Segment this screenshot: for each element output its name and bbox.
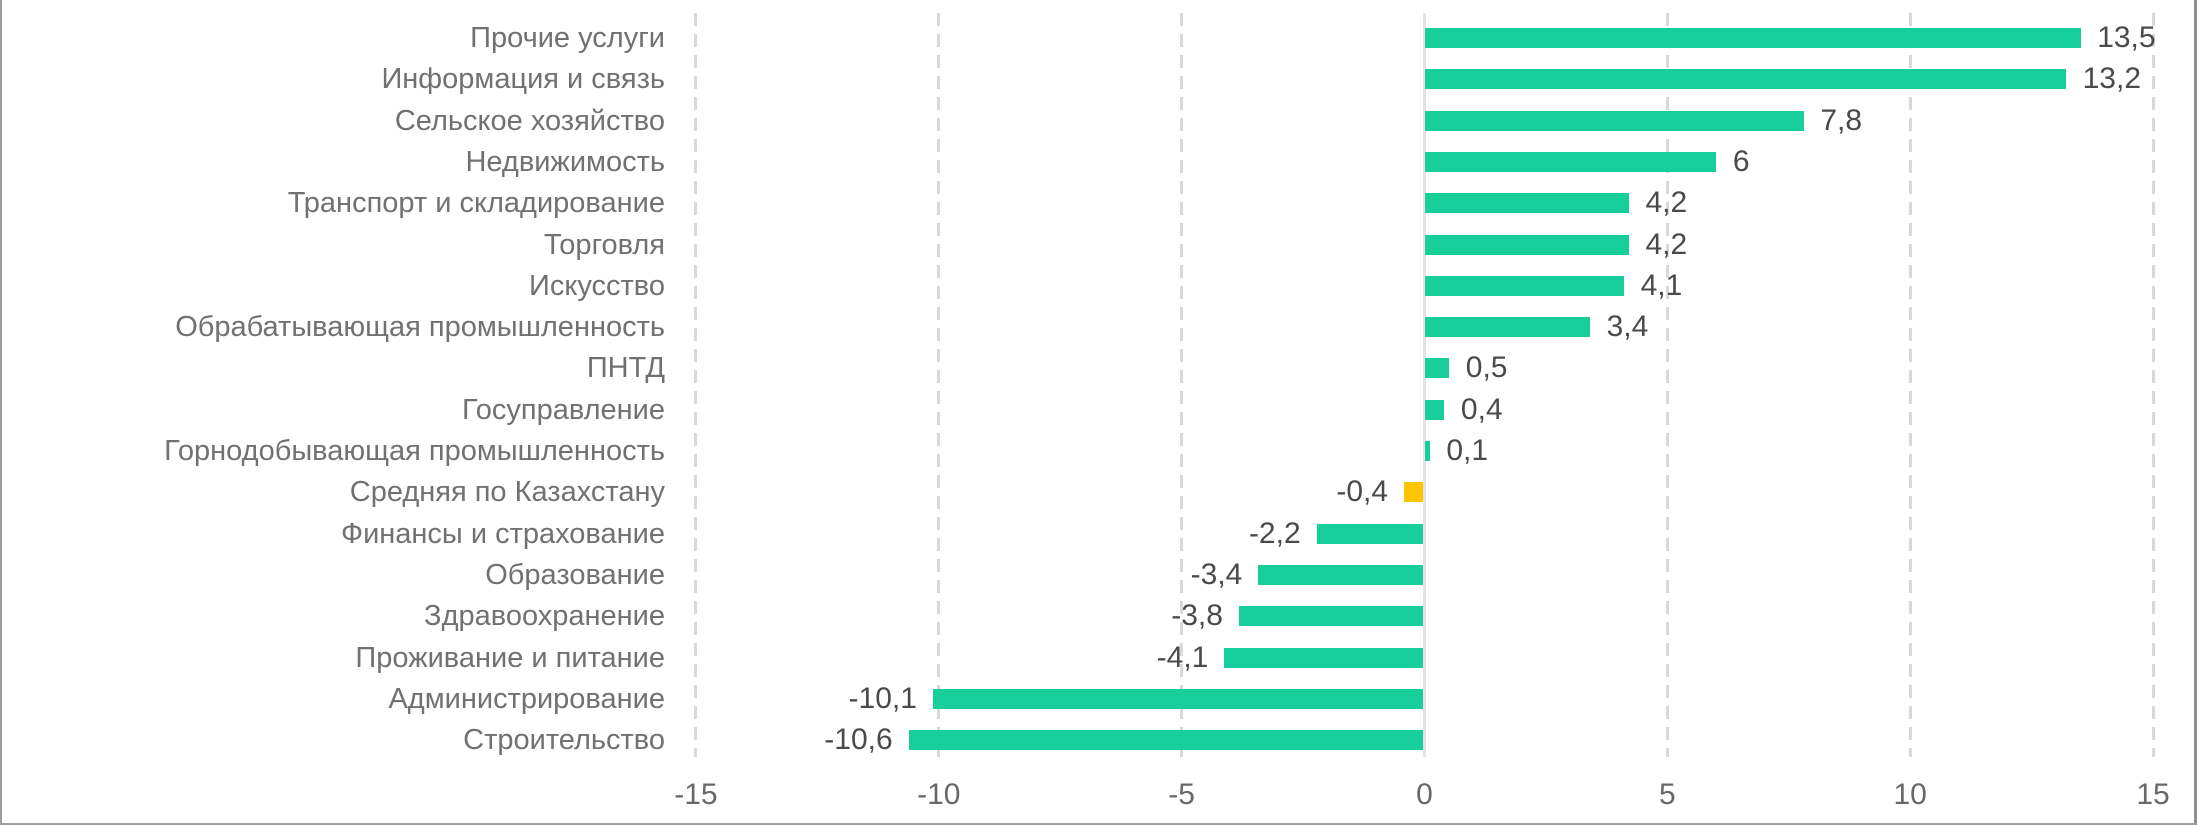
bar	[1425, 69, 2067, 90]
gridline	[1665, 13, 1669, 757]
value-label: 4,2	[1645, 186, 1688, 220]
category-label: Здравоохранение	[424, 600, 665, 633]
value-label: 7,8	[1820, 103, 1863, 137]
gridline	[1180, 13, 1184, 757]
value-label: -10,6	[824, 723, 893, 757]
bar	[1425, 234, 1629, 255]
x-tick-label: 10	[1893, 778, 1927, 811]
value-label: -10,1	[848, 681, 917, 715]
x-tick-label: -10	[917, 778, 961, 811]
value-label: 4,1	[1640, 268, 1683, 302]
category-label: Искусство	[528, 269, 665, 302]
bar	[1425, 358, 1450, 379]
value-label: 0,4	[1460, 392, 1503, 426]
category-label: Прочие услуги	[470, 22, 665, 54]
bar	[908, 730, 1424, 751]
value-label: -3,4	[1190, 557, 1243, 591]
bar	[1425, 441, 1430, 461]
category-label: ПНТД	[586, 352, 665, 385]
bar-highlight	[1404, 482, 1424, 503]
category-label: Строительство	[463, 724, 665, 757]
x-tick-label: 0	[1416, 778, 1433, 811]
bar	[1425, 399, 1445, 420]
category-label: Финансы и страхование	[341, 517, 665, 550]
bar	[1425, 193, 1629, 214]
x-tick-label: 5	[1659, 778, 1676, 811]
category-label: Горнодобывающая промышленность	[164, 435, 665, 467]
value-label: 0,5	[1465, 351, 1508, 385]
bar	[932, 688, 1424, 709]
category-label: Средняя по Казахстану	[349, 476, 665, 509]
x-tick-label: -5	[1168, 778, 1195, 811]
zero-gridline	[1423, 13, 1426, 757]
value-label: -0,4	[1336, 475, 1389, 509]
bar	[1425, 110, 1804, 131]
gridline	[694, 13, 698, 757]
category-label: Сельское хозяйство	[394, 104, 665, 137]
bar	[1224, 647, 1424, 668]
value-label: 3,4	[1606, 310, 1649, 344]
value-label: -4,1	[1156, 640, 1209, 674]
category-label: Образование	[485, 558, 665, 591]
value-label: -2,2	[1248, 516, 1301, 550]
bar	[1425, 275, 1625, 296]
category-label: Госуправление	[462, 393, 665, 426]
value-label: -3,8	[1171, 599, 1223, 633]
category-label: Администрирование	[388, 682, 665, 715]
gridline	[1908, 13, 1912, 757]
bar	[1425, 317, 1591, 338]
value-label: 4,2	[1645, 227, 1688, 261]
bar	[1258, 564, 1424, 585]
bar	[1238, 606, 1424, 627]
category-label: Торговля	[543, 228, 665, 261]
value-label: 0,1	[1446, 434, 1489, 467]
gridline	[2151, 13, 2155, 757]
x-tick-label: -15	[674, 778, 718, 811]
category-label: Информация и связь	[381, 63, 665, 96]
category-label: Недвижимость	[465, 145, 665, 178]
value-label: 6	[1732, 144, 1750, 178]
value-label: 13,5	[2097, 21, 2156, 54]
value-label: 13,2	[2082, 62, 2141, 96]
category-label: Обрабатывающая промышленность	[175, 311, 665, 344]
bar	[1425, 151, 1717, 172]
category-label: Проживание и питание	[355, 641, 665, 674]
category-label: Транспорт и складирование	[287, 187, 665, 220]
bar	[1316, 523, 1424, 544]
bar	[1425, 28, 2081, 48]
x-tick-label: 15	[2136, 778, 2170, 811]
gridline	[937, 13, 941, 757]
